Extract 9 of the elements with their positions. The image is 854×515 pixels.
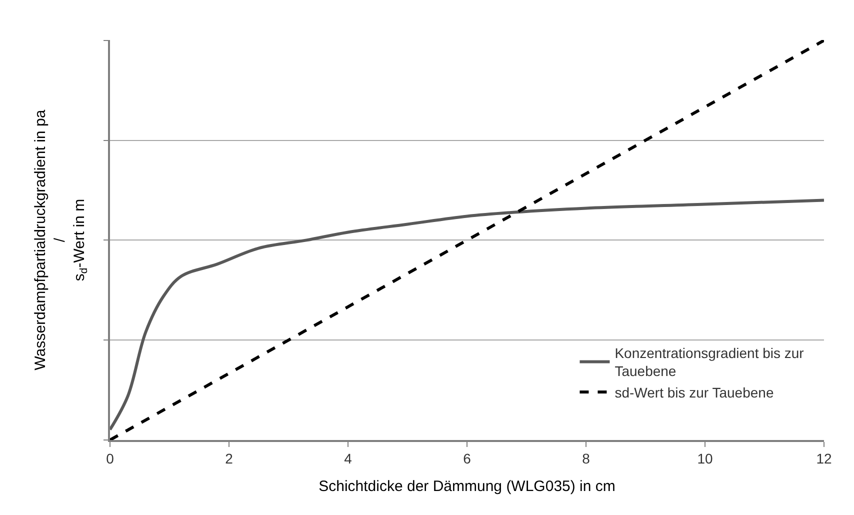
x-tick-label: 10 — [697, 450, 713, 467]
x-tick-label: 12 — [816, 450, 832, 467]
legend-label: sd-Wert bis zur Tauebene — [614, 384, 774, 400]
x-tick-label: 2 — [225, 450, 234, 467]
x-tick-label: 4 — [344, 450, 352, 467]
x-axis-title: Schichtdicke der Dämmung (WLG035) in cm — [318, 478, 616, 496]
x-tick-label: 8 — [582, 450, 590, 467]
x-tick-label: 0 — [106, 450, 114, 467]
x-tick-label: 6 — [463, 450, 472, 467]
